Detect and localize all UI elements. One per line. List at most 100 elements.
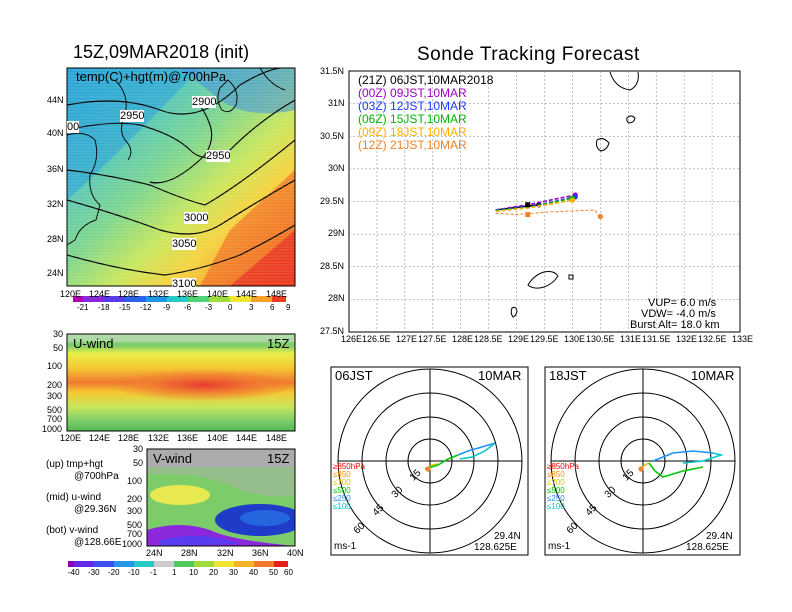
colorbar-tick: 20 (209, 568, 218, 577)
lat-tick: 24N (146, 548, 163, 558)
colorbar-tick: 50 (269, 568, 278, 577)
map-lat-tick: 24N (47, 268, 64, 278)
map-lon-tick: 120E (60, 289, 82, 299)
hodograph-line (424, 454, 459, 470)
lat-tick: 30N (328, 163, 345, 173)
legend-entry: (06Z) 15JST,10MAR (358, 112, 467, 126)
p-tick: 30 (53, 329, 64, 339)
p-tick: 100 (47, 361, 63, 371)
p-tick: 700 (47, 414, 63, 424)
track-line (495, 209, 601, 217)
legend-z: (21Z) (358, 73, 387, 87)
track-endpoint (569, 197, 576, 203)
polar1-date: 10MAR (478, 368, 522, 383)
contour-label: 00 (67, 121, 80, 133)
lat-tick: 29N (328, 228, 345, 238)
p-tick: 50 (133, 458, 144, 468)
lon-tick: 124E (89, 433, 111, 443)
colorbar-tick: -12 (140, 303, 152, 312)
legend-entry: (03Z) 12JST,10MAR (358, 99, 467, 113)
map-lat-tick: 28N (47, 234, 64, 244)
note-line: @29.36N (74, 504, 117, 515)
colorbar-tick: -20 (108, 568, 120, 577)
legend-z: (00Z) (358, 86, 387, 100)
contour-label: 2950 (206, 150, 231, 162)
colorbar-tick: -9 (163, 303, 171, 312)
lat-tick: 32N (217, 548, 234, 558)
lon-tick: 133E (732, 334, 754, 344)
level-label: ≤700 (547, 478, 565, 487)
hodograph-line (648, 462, 704, 478)
lat-tick: 29.5N (320, 196, 345, 206)
note-line: @128.66E (74, 537, 122, 548)
p-tick: 100 (127, 476, 143, 486)
map-lon-tick: 136E (177, 289, 199, 299)
right-title: Sonde Tracking Forecast (417, 44, 640, 65)
p-tick: 500 (127, 520, 143, 530)
legend-z: (09Z) (358, 125, 387, 139)
map-lat-tick: 32N (47, 199, 64, 209)
lon-tick: 132.5E (698, 334, 727, 344)
legend-entry: (00Z) 09JST,10MAR (358, 86, 467, 100)
contour-label: 3050 (172, 238, 197, 250)
legend-z: (06Z) (358, 112, 387, 126)
temp-colorbar (73, 296, 286, 302)
lat-tick: 30.5N (320, 131, 345, 141)
colorbar-tick: -30 (88, 568, 100, 577)
p-tick: 700 (127, 529, 143, 539)
colorbar-tick: 9 (286, 303, 291, 312)
contour-label: 2950 (120, 110, 145, 122)
colorbar-tick: 40 (249, 568, 258, 577)
map-lon-tick: 140E (207, 289, 229, 299)
wind-colorbar (68, 561, 288, 567)
note-line: (mid) u-wind (46, 492, 102, 503)
polar2-unit: ms-1 (548, 541, 571, 552)
contour-label: 3100 (172, 278, 197, 290)
lat-tick: 28N (328, 293, 345, 303)
lon-tick: 128E (118, 433, 140, 443)
uwind-time: 15Z (267, 336, 290, 351)
legend-z: (12Z) (358, 138, 387, 152)
legend-text: 06JST,10MAR2018 (390, 73, 494, 87)
legend-text: 15JST,10MAR (390, 112, 467, 126)
colorbar-tick: 3 (249, 303, 254, 312)
lon-tick: 144E (236, 433, 258, 443)
hodograph-point (638, 466, 644, 472)
lon-tick: 130E (564, 334, 586, 344)
lat-tick: 36N (252, 548, 269, 558)
lon-tick: 131E (620, 334, 642, 344)
stat-line: Burst Alt= 18.0 km (630, 319, 720, 331)
colorbar-tick: -40 (68, 568, 80, 577)
level-label: ≤250 (547, 494, 565, 503)
level-label: ≤100 (547, 502, 565, 511)
lon-tick: 120E (60, 433, 82, 443)
lon-tick: 132E (148, 433, 170, 443)
polar2-time: 18JST (549, 368, 587, 383)
level-label: ≤850 (547, 470, 565, 479)
colorbar-tick: 0 (228, 303, 233, 312)
map-lon-tick: 124E (89, 289, 111, 299)
stat-line: VDW= -4.0 m/s (641, 308, 716, 320)
colorbar-tick: -10 (128, 568, 140, 577)
burst-marker (525, 212, 531, 218)
map-lon-tick: 132E (148, 289, 170, 299)
lon-tick: 129E (508, 334, 530, 344)
p-tick: 500 (47, 405, 63, 415)
lat-tick: 27.5N (320, 326, 345, 336)
legend-entry: (21Z) 06JST,10MAR2018 (358, 73, 493, 87)
p-tick: 300 (127, 506, 143, 516)
vwind-panel (146, 448, 296, 547)
hodograph-line (652, 450, 714, 462)
polar1-lon: 128.625E (474, 542, 517, 553)
legend-entry: (12Z) 21JST,10MAR (358, 138, 467, 152)
level-label: ≥850hPa (547, 462, 579, 471)
level-label: ≤500 (333, 486, 351, 495)
lon-tick: 126E (341, 334, 363, 344)
stat-line: VUP= 6.0 m/s (648, 297, 717, 309)
lat-tick: 31N (328, 98, 345, 108)
map-lon-tick: 144E (236, 289, 258, 299)
contour-label: 3000 (184, 212, 209, 224)
lat-tick: 28.5N (320, 261, 345, 271)
lon-tick: 136E (177, 433, 199, 443)
lon-tick: 127.5E (418, 334, 447, 344)
